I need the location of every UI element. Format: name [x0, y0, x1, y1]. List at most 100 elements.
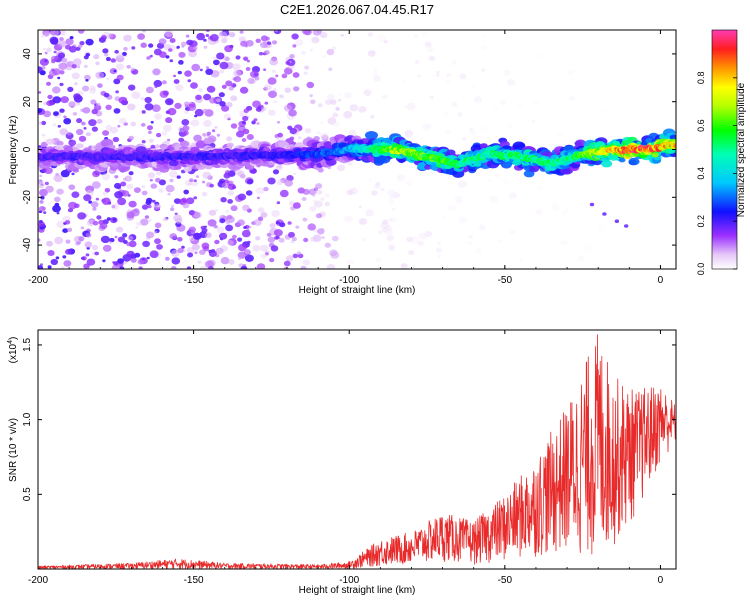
spectrogram-noise-blob — [204, 260, 214, 268]
spectrogram-noise-blob — [145, 200, 152, 206]
spectrogram-noise-blob — [119, 117, 127, 124]
spectrogram-noise-blob — [61, 57, 68, 63]
spectrogram-noise-blob — [193, 211, 202, 219]
spectrogram-noise-blob — [114, 49, 119, 54]
spectrogram-noise-blob — [235, 55, 241, 60]
spectrogram-noise-blob — [94, 251, 99, 256]
spectrogram-noise-blob — [223, 113, 231, 120]
spectrogram-noise-blob — [240, 265, 248, 269]
spectrogram-noise-blob — [165, 256, 170, 261]
spectrogram-noise-blob — [154, 113, 162, 120]
spectrogram-noise-blob — [365, 209, 374, 217]
spectrogram-trace-blob — [523, 170, 535, 178]
spectrogram-noise-blob — [224, 179, 229, 184]
spectrogram-noise-blob — [338, 98, 342, 102]
spectrogram-noise-blob — [330, 99, 337, 105]
spectrogram-noise-blob — [216, 133, 221, 137]
spectrogram-noise-blob — [447, 204, 457, 212]
spectrogram-noise-blob — [141, 30, 147, 33]
spectrogram-noise-blob — [128, 240, 137, 248]
spectrogram-noise-blob — [137, 259, 144, 265]
spectrogram-noise-blob — [44, 181, 49, 186]
spectrogram-noise-blob — [162, 217, 168, 222]
spectrogram-noise-blob — [147, 204, 152, 209]
spectrogram-noise-blob — [295, 225, 300, 229]
spectrogram-noise-blob — [229, 180, 234, 185]
spectrogram-noise-blob — [219, 61, 229, 70]
spectrogram-noise-blob — [174, 212, 178, 215]
spectrogram-noise-blob — [165, 184, 175, 193]
spectrogram-noise-blob — [151, 104, 161, 112]
spectrogram-noise-blob — [246, 40, 254, 47]
spectrogram-noise-blob — [327, 93, 335, 101]
spectrogram-noise-blob — [62, 255, 67, 259]
spectrogram-noise-blob — [574, 189, 578, 193]
spectrogram-noise-blob — [38, 179, 43, 185]
spectrogram-noise-blob — [265, 252, 269, 256]
spectrogram-noise-blob — [227, 259, 235, 265]
spectrogram-noise-blob — [326, 48, 335, 56]
spectrogram-noise-blob — [130, 67, 135, 72]
spectrogram-noise-blob — [275, 235, 280, 240]
spectrogram-noise-blob — [332, 112, 339, 118]
spectrogram-noise-blob — [281, 73, 288, 79]
spectrogram-noise-blob — [322, 55, 327, 58]
spectrogram-noise-blob — [255, 106, 262, 112]
spectrogram-noise-blob — [158, 179, 166, 186]
spectrogram-noise-blob — [198, 88, 203, 92]
spectrogram-noise-blob — [38, 238, 41, 243]
spectrogram-noise-blob — [196, 32, 206, 41]
spectrogram-noise-blob — [38, 66, 43, 73]
spectrogram-noise-blob — [209, 34, 219, 42]
spectrogram-noise-blob — [113, 69, 117, 73]
spectrogram-noise-blob — [207, 219, 217, 227]
spectrogram-noise-blob — [40, 34, 45, 38]
spectrogram-noise-blob — [315, 213, 323, 219]
spectrogram-noise-blob — [154, 238, 161, 245]
spectrogram-noise-blob — [312, 194, 316, 197]
spectrogram-noise-blob — [167, 138, 171, 142]
spectrogram-noise-blob — [469, 129, 477, 136]
spectrogram-noise-blob — [307, 223, 317, 231]
spectrogram-noise-blob — [333, 122, 340, 128]
spectrogram-noise-blob — [414, 60, 420, 64]
spectrogram-noise-blob — [186, 39, 194, 46]
spectrogram-noise-blob — [136, 221, 142, 226]
spectrogram-noise-blob — [142, 240, 151, 248]
spectrogram-trace-blob — [190, 146, 200, 153]
spectrogram-noise-blob — [141, 110, 146, 114]
spectrogram-noise-blob — [128, 171, 134, 176]
spectrogram-noise-blob — [128, 200, 137, 208]
spectrogram-noise-blob — [155, 177, 161, 183]
spectrogram-noise-blob — [457, 201, 462, 205]
spectrogram-noise-blob — [421, 123, 431, 131]
spectrogram-noise-blob — [82, 85, 90, 92]
spectrogram-noise-blob — [503, 69, 511, 76]
spectrogram-noise-blob — [215, 247, 224, 255]
spectrogram-noise-blob — [108, 241, 112, 244]
spectrogram-noise-blob — [177, 247, 184, 254]
spectrogram-noise-blob — [244, 248, 252, 255]
spectrogram-trace-blob — [628, 157, 640, 166]
spectrogram-noise-blob — [225, 220, 231, 225]
spectrogram-noise-blob — [237, 251, 247, 259]
spectrogram-noise-blob — [420, 31, 428, 37]
spectrogram-noise-blob — [263, 68, 267, 71]
spectrogram-noise-blob — [102, 191, 108, 196]
spectrogram-noise-blob — [55, 256, 60, 260]
spectrogram-noise-blob — [252, 244, 261, 252]
spectrogram-noise-blob — [278, 237, 285, 243]
spectrogram-noise-blob — [141, 185, 146, 189]
spectrogram-noise-blob — [83, 194, 92, 202]
spectrogram-noise-blob — [437, 255, 441, 259]
spectrogram-noise-blob — [237, 193, 247, 201]
spectrogram-noise-blob — [140, 96, 145, 101]
spectrogram-noise-blob — [84, 241, 93, 248]
spectrogram-noise-blob — [99, 222, 108, 230]
spectrogram-noise-blob — [56, 220, 66, 229]
spectrogram-noise-blob — [102, 130, 110, 136]
spectrogram-noise-blob — [77, 65, 81, 69]
spectrogram-noise-blob — [42, 47, 46, 51]
spectrogram-noise-blob — [370, 115, 375, 119]
